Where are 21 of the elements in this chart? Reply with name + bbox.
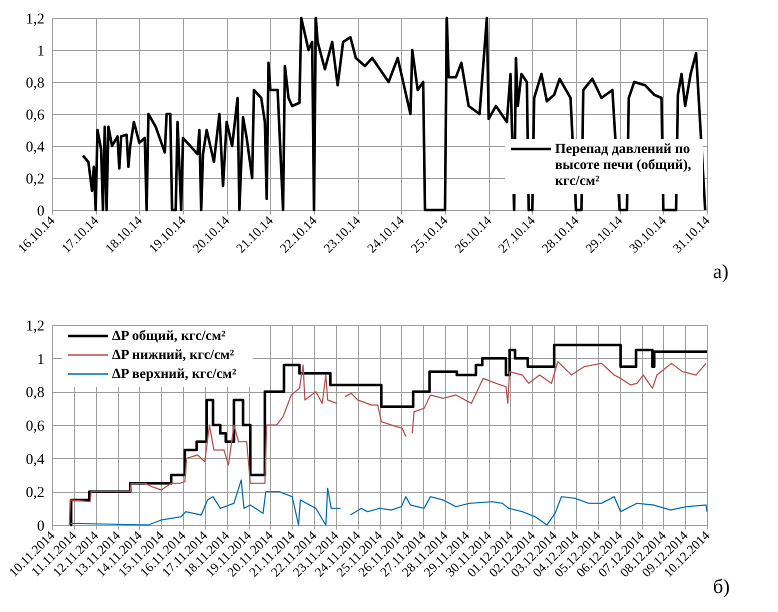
y-tick-label: 0 [37, 204, 44, 220]
y-tick-label: 0,2 [26, 485, 44, 502]
text: а) [713, 261, 729, 283]
y-tick-label: 0,4 [26, 452, 45, 468]
legend-label: Перепад давлений по высоте печи (общий), кгс/см² [555, 142, 692, 189]
line-series [82, 16, 706, 212]
y-tick-label: 0,8 [26, 385, 44, 402]
y-tick-label: 0,6 [26, 108, 45, 124]
legend-label: ΔP общий, кгс/см² [112, 329, 226, 344]
y-tick-label: 1,2 [26, 318, 44, 334]
legend-label: ΔP нижний, кгс/см² [112, 348, 234, 363]
y-tick-label: 0,2 [26, 172, 44, 188]
y-tick-label: 0,4 [26, 140, 45, 156]
y-tick-label: 1 [37, 44, 44, 60]
legend-label: ΔP верхний, кгс/см² [112, 367, 236, 382]
y-tick-label: 0,6 [26, 418, 45, 434]
y-tick-label: 0 [37, 518, 44, 534]
text: б) [713, 576, 730, 598]
y-tick-label: 1,2 [26, 12, 44, 28]
y-tick-label: 1 [37, 352, 44, 368]
y-tick-label: 0,8 [26, 76, 44, 92]
